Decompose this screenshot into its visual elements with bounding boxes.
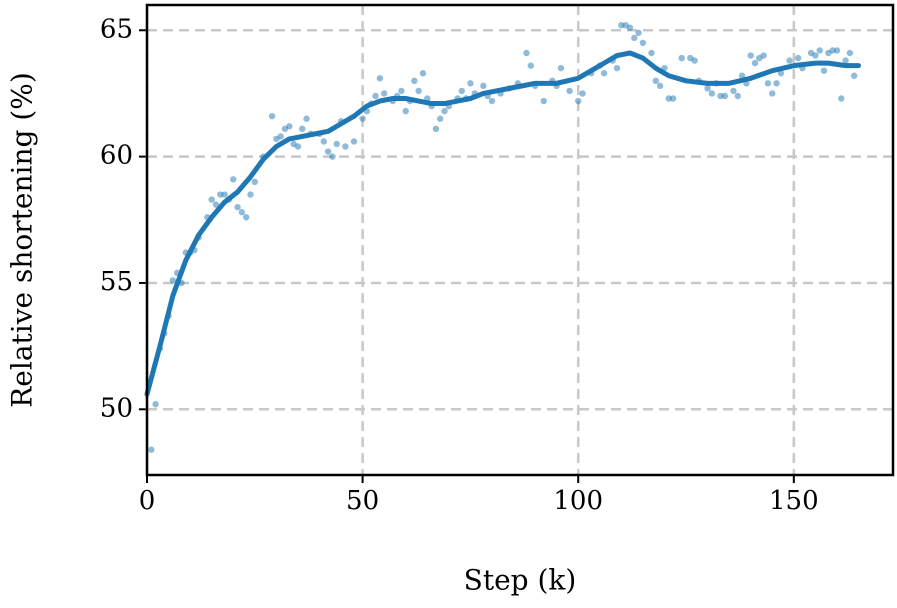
y-tick-label: 65 — [100, 14, 133, 44]
data-point — [342, 143, 349, 150]
data-point — [678, 54, 685, 62]
data-point — [850, 72, 858, 79]
data-point — [221, 191, 228, 198]
data-point — [437, 115, 444, 122]
data-point — [777, 70, 785, 77]
data-point — [359, 115, 366, 122]
data-point — [652, 77, 660, 85]
data-point — [152, 401, 159, 408]
data-point — [786, 57, 793, 64]
data-point — [380, 90, 388, 97]
data-point — [635, 29, 642, 36]
data-point — [747, 52, 754, 59]
data-point — [324, 148, 332, 155]
data-point — [600, 70, 608, 77]
data-point — [579, 90, 586, 97]
data-point — [208, 196, 215, 203]
data-point — [294, 143, 302, 150]
data-point — [566, 87, 573, 95]
data-point — [738, 72, 746, 79]
data-point — [704, 85, 711, 92]
data-point — [575, 97, 582, 105]
x-tick-label: 100 — [553, 486, 603, 516]
data-point — [648, 49, 655, 57]
data-point — [639, 39, 647, 47]
data-point — [268, 112, 276, 120]
data-point — [148, 446, 155, 453]
data-point — [730, 87, 737, 95]
data-point — [773, 80, 780, 87]
data-point — [169, 277, 177, 284]
data-point — [527, 62, 534, 69]
y-axis-label: Relative shortening (%) — [6, 72, 39, 408]
data-point — [238, 209, 246, 216]
data-point — [350, 138, 358, 145]
data-point — [523, 49, 530, 57]
data-point — [656, 82, 664, 90]
data-point — [230, 176, 237, 183]
plot-frame — [145, 3, 895, 477]
data-point — [419, 70, 427, 77]
data-point — [333, 140, 340, 148]
y-tick-label: 50 — [100, 393, 133, 423]
data-point — [764, 80, 772, 87]
data-point — [794, 54, 802, 62]
data-point — [769, 90, 776, 97]
data-point — [303, 115, 310, 122]
data-point — [833, 47, 841, 54]
x-axis-label: Step (k) — [464, 564, 577, 597]
data-point — [812, 52, 819, 59]
data-point — [669, 95, 677, 102]
data-point — [540, 97, 547, 105]
data-point — [441, 107, 448, 115]
x-tick-label: 150 — [769, 486, 819, 516]
data-point — [626, 24, 634, 31]
data-point — [376, 75, 384, 82]
data-point — [398, 87, 405, 95]
x-tick-label: 50 — [346, 486, 379, 516]
y-tick-label: 55 — [100, 267, 133, 297]
data-point — [432, 125, 440, 133]
data-point — [820, 67, 828, 74]
data-point — [212, 201, 220, 208]
data-point — [691, 57, 698, 64]
data-point — [299, 125, 306, 133]
data-point — [415, 87, 422, 95]
data-point — [234, 203, 241, 211]
data-point — [329, 153, 336, 160]
data-point — [467, 80, 474, 87]
data-point — [458, 87, 465, 95]
data-point — [721, 92, 729, 100]
data-point — [411, 77, 418, 85]
data-point — [372, 92, 379, 100]
x-tick-label: 0 — [139, 486, 156, 516]
y-tick-label: 60 — [100, 141, 133, 171]
data-point — [320, 138, 327, 145]
data-point — [734, 92, 741, 100]
data-point — [557, 64, 565, 72]
data-point — [846, 49, 854, 57]
data-point — [708, 90, 716, 97]
data-point — [760, 52, 767, 59]
data-point — [613, 64, 621, 72]
data-point — [277, 133, 284, 140]
data-point — [480, 82, 487, 90]
data-point — [838, 95, 845, 102]
data-point — [816, 47, 823, 54]
data-point — [631, 34, 638, 42]
data-point — [751, 59, 759, 67]
data-point — [242, 214, 250, 221]
data-point — [842, 57, 849, 64]
data-point — [488, 97, 496, 105]
data-point — [247, 191, 254, 198]
data-point — [286, 123, 293, 130]
data-point — [251, 178, 259, 186]
data-point — [402, 107, 409, 115]
smoothed-line — [144, 50, 861, 397]
